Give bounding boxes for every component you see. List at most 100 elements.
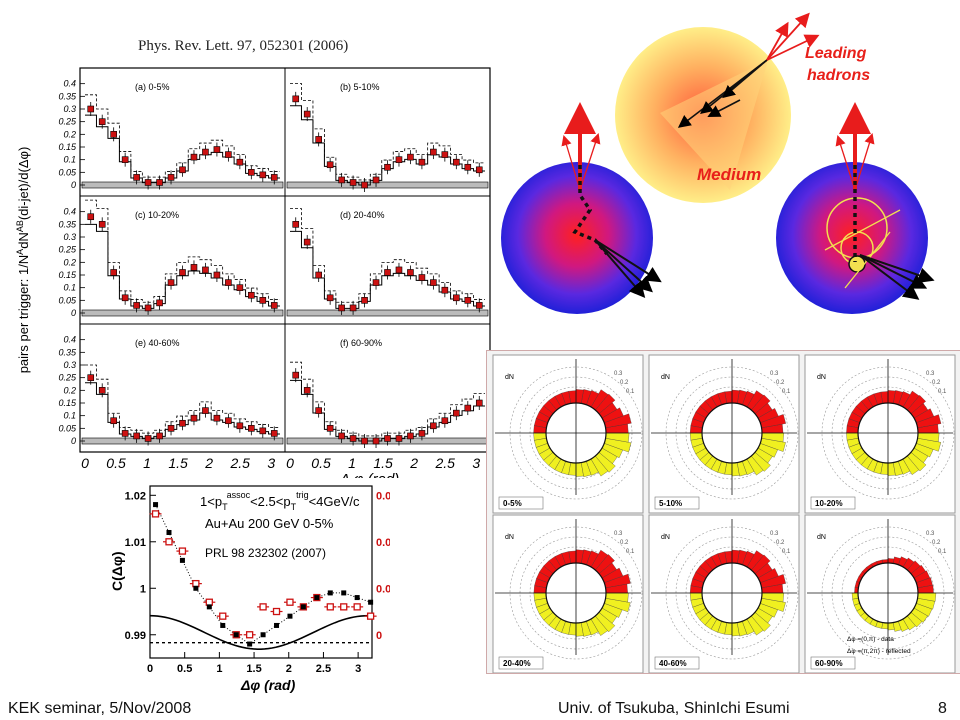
polar-panel-label: 0-5% (503, 499, 522, 508)
top-data-point (133, 174, 140, 181)
polar-ring-label: 0.2 (776, 380, 785, 386)
top-ytick-label: 0.4 (63, 79, 76, 89)
bottom-red-point (219, 612, 227, 620)
top-data-point (315, 407, 322, 414)
top-xtick-label: 1 (143, 455, 151, 471)
top-xtick-label: 2 (204, 455, 213, 471)
top-ytick-label: 0.25 (58, 245, 77, 255)
top-data-point (464, 404, 472, 412)
top-ytick-label: 0.3 (63, 104, 76, 114)
top-data-point (121, 430, 129, 437)
top-data-point (156, 299, 163, 307)
top-data-point (259, 427, 267, 435)
bottom-ytick-right: 0 (376, 630, 382, 642)
top-ytick-label: 0 (71, 308, 76, 318)
top-ytick-label: 0 (71, 436, 76, 446)
polar-label-box (498, 496, 544, 510)
top-data-point (144, 435, 152, 442)
top-data-point (167, 174, 175, 181)
bottom-ytick-left: 1.01 (125, 537, 146, 549)
bottom-xtick-label: 0.5 (177, 663, 192, 675)
top-panel: (c) 10-20% 0 0.05 0.1 0.15 0.2 0.25 0.3 0.35 0.4 (58, 195, 286, 325)
top-data-point (248, 169, 255, 176)
bottom-black-point (300, 604, 306, 610)
top-data-point (361, 437, 368, 445)
bottom-ytick-right: 0.03 (376, 490, 390, 502)
top-ytick-label: 0.15 (58, 270, 77, 280)
medium-blob (615, 12, 820, 203)
top-data-point (372, 437, 380, 445)
polar-figure: 0.3 0.2 0.1 dN 0-5% 0.3 0.2 0.1 dN 5-10% 0.3 0.2 0.1… (492, 354, 956, 674)
top-data-point (179, 166, 186, 174)
top-data-point (384, 435, 391, 442)
polar-label-box (654, 656, 700, 670)
top-ytick-label: 0.05 (58, 295, 77, 305)
bottom-red-point (353, 603, 361, 611)
top-panel-label: (b) 5-10% (340, 82, 380, 92)
bottom-black-point (206, 604, 212, 610)
top-data-point (156, 432, 163, 440)
top-data-point (98, 387, 106, 394)
disk-right (776, 102, 935, 314)
top-ytick-label: 0.25 (58, 373, 77, 383)
bottom-red-point (326, 603, 334, 611)
polar-panel-label: 40-60% (659, 659, 687, 668)
polar-label-box (810, 496, 856, 510)
bottom-xtick-label: 1 (216, 663, 222, 675)
top-xtick-label: 2 (409, 455, 418, 471)
polar-panel-label: 10-20% (815, 499, 843, 508)
top-data-point (236, 158, 244, 166)
top-data-point (133, 302, 140, 309)
top-data-point (315, 136, 322, 143)
top-panel-envelope-dashed (85, 94, 280, 178)
top-data-point (326, 161, 334, 169)
top-ytick-label: 0.35 (58, 347, 77, 357)
polar-ring-label: 0.2 (776, 540, 785, 546)
bottom-xtick-label: 3 (355, 663, 361, 675)
footer-center: Univ. of Tsukuba, ShinIchi Esumi (558, 700, 790, 717)
polar-axis-title: dN (505, 534, 514, 541)
leading-label-2: hadrons (807, 67, 870, 84)
polar-label-box (654, 496, 700, 510)
top-data-point (475, 302, 483, 309)
top-data-point (338, 432, 345, 440)
top-data-point (270, 302, 278, 309)
top-xtick-label: 0 (286, 455, 294, 471)
leading-label-1: Leading (805, 45, 867, 62)
bottom-xtick-label: 0 (147, 663, 153, 675)
bottom-xtick-label: 2 (286, 663, 292, 675)
top-ytick-label: 0.4 (63, 335, 76, 345)
top-xtick-label: 1 (348, 455, 356, 471)
bottom-black-point (260, 632, 266, 638)
bottom-red-point (151, 510, 160, 518)
top-data-point (303, 387, 311, 394)
reference-bottom: PRL 98 232302 (2007) (205, 546, 326, 560)
top-data-point (225, 151, 232, 158)
top-data-point (190, 264, 198, 271)
top-panel-label: (a) 0-5% (135, 82, 170, 92)
bottom-cut-label-2: Au+Au 200 GeV 0-5% (205, 516, 334, 531)
top-data-point (407, 269, 414, 276)
bottom-xtick-label: 2.5 (316, 663, 331, 675)
top-data-point (407, 432, 414, 440)
top-data-point (87, 213, 95, 221)
polar-ring-label: 0.2 (620, 380, 629, 386)
top-panel: (a) 0-5% 0 0.05 0.1 0.15 0.2 0.25 0.3 0.35 0.4 (58, 67, 286, 197)
polar-legend-data: Δφ =(0,π) - data (847, 636, 894, 643)
top-ytick-label: 0.4 (63, 207, 76, 217)
top-data-point (167, 425, 175, 432)
bottom-flow-curve (149, 614, 373, 650)
top-panel: (b) 5-10% (284, 67, 491, 197)
bottom-red-point (245, 631, 254, 639)
bottom-ytick-right: 0.01 (376, 583, 390, 595)
bottom-black-point (274, 622, 280, 628)
top-data-point (179, 269, 186, 276)
top-data-point (248, 425, 255, 432)
polar-ring-label: 0.1 (938, 549, 947, 555)
top-data-point (453, 294, 460, 302)
top-data-point (475, 399, 483, 407)
top-panel-frame (284, 195, 491, 325)
polar-ring-label: 0.3 (770, 371, 779, 377)
top-ytick-label: 0.2 (63, 257, 76, 267)
polar-ring-label: 0.1 (626, 389, 635, 395)
